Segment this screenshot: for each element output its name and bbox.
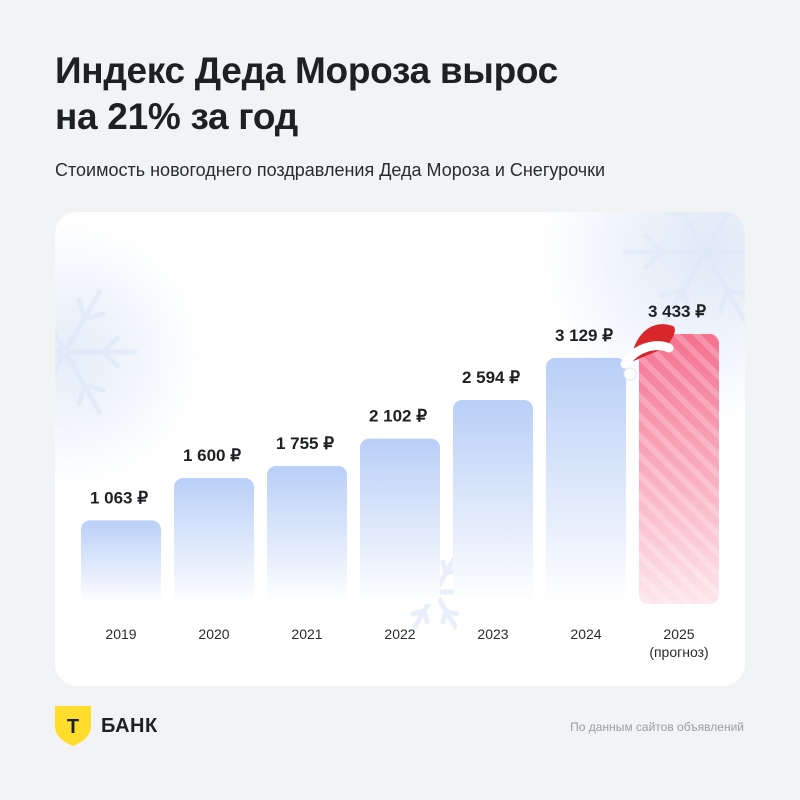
value-label-2025: 3 433 ₽: [648, 302, 706, 321]
forecast-stripes: [639, 334, 719, 604]
year-label-2020: 2020: [198, 626, 229, 642]
value-label-2020: 1 600 ₽: [183, 446, 241, 465]
value-label-2024: 3 129 ₽: [555, 326, 613, 345]
hat-brim: [620, 341, 674, 369]
bar-2020: [174, 478, 254, 604]
bar-chart: 1 063 ₽ 2019 1 600 ₽ 2020 1 755 ₽ 2021 2 102 ₽…: [55, 212, 745, 660]
hat-pompom: [623, 367, 637, 381]
year-label-2021: 2021: [291, 626, 322, 642]
value-label-2022: 2 102 ₽: [369, 407, 427, 426]
labels-group: 1 063 ₽ 2019 1 600 ₽ 2020 1 755 ₽ 2021 2 102 ₽…: [90, 302, 709, 660]
value-label-2019: 1 063 ₽: [90, 488, 148, 507]
year-label-2019: 2019: [105, 626, 136, 642]
bars-group: [81, 334, 719, 604]
value-label-2023: 2 594 ₽: [462, 368, 520, 387]
logo-letter: Т: [67, 716, 79, 738]
bar-2019: [81, 520, 161, 604]
bank-logo[interactable]: Т БАНК: [55, 706, 158, 746]
year-label-2022: 2022: [384, 626, 415, 642]
title-line-2: на 21% за год: [55, 96, 298, 137]
logo-shield-icon: Т: [55, 706, 91, 746]
logo-text: БАНК: [101, 714, 158, 737]
snowflake-top-right-icon: [622, 212, 745, 324]
year-label-2024: 2024: [570, 626, 601, 642]
chart-card: 1 063 ₽ 2019 1 600 ₽ 2020 1 755 ₽ 2021 2 102 ₽…: [55, 212, 745, 686]
source-note: По данным сайтов объявлений: [570, 720, 744, 734]
year-label-2023: 2023: [477, 626, 508, 642]
snowflake-left-icon: [55, 288, 138, 416]
santa-hat-icon: [620, 324, 675, 381]
page-title: Индекс Деда Мороза вырос на 21% за год: [55, 48, 755, 140]
year-label-2025: 2025: [663, 626, 694, 642]
bar-2024: [546, 357, 626, 604]
bar-2021: [267, 465, 347, 604]
value-label-2021: 1 755 ₽: [276, 434, 334, 453]
page-subtitle: Стоимость новогоднего поздравления Деда …: [55, 160, 606, 180]
title-line-1: Индекс Деда Мороза вырос: [55, 50, 558, 91]
bar-2022: [360, 438, 440, 604]
bar-2023: [453, 399, 533, 604]
year-sublabel-2025: (прогноз): [649, 644, 708, 660]
